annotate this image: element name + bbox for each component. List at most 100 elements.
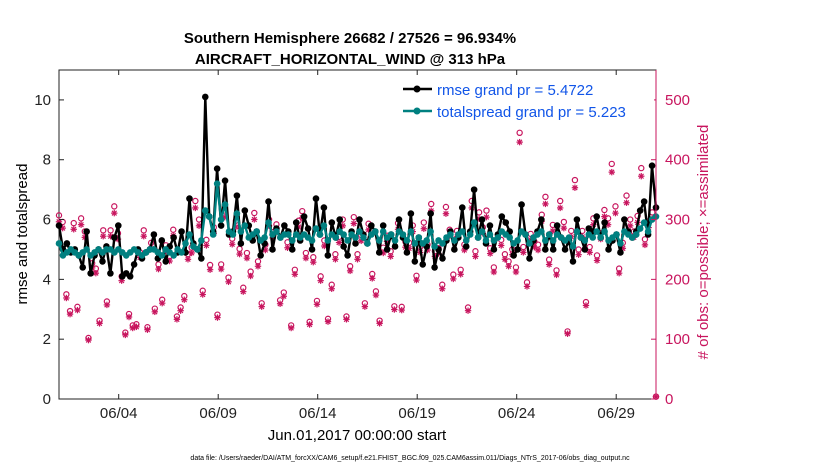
- series-point-rmse: [344, 252, 351, 259]
- obs-assimilated-marker: [324, 318, 332, 325]
- series-point-rmse: [221, 177, 229, 184]
- series-point-totalspread: [573, 228, 581, 235]
- series-point-rmse: [213, 165, 221, 172]
- y-left-tick-label: 10: [34, 92, 51, 109]
- series-point-rmse: [336, 216, 344, 223]
- obs-assimilated-marker: [516, 138, 523, 146]
- obs-assimilated-marker: [545, 261, 553, 268]
- series-point-rmse: [383, 246, 391, 253]
- obs-assimilated-marker: [317, 277, 324, 284]
- obs-possible-marker: [350, 213, 358, 221]
- obs-assimilated-marker: [225, 278, 232, 286]
- obs-possible-marker: [571, 176, 579, 184]
- obs-assimilated-marker: [306, 321, 313, 328]
- y-right-tick-label: 500: [665, 92, 690, 109]
- series-point-totalspread: [324, 237, 332, 244]
- series-point-rmse: [462, 243, 470, 250]
- obs-assimilated-marker: [310, 258, 317, 266]
- series-point-totalspread: [494, 234, 502, 241]
- obs-possible-marker: [604, 215, 612, 222]
- series-point-rmse: [126, 273, 134, 280]
- series-point-rmse: [541, 246, 549, 253]
- series-point-totalspread: [308, 237, 316, 244]
- obs-assimilated-marker: [372, 291, 380, 299]
- series-point-rmse: [130, 261, 138, 268]
- series-point-rmse: [63, 240, 71, 247]
- obs-assimilated-marker: [608, 168, 615, 176]
- series-point-rmse: [87, 270, 94, 277]
- series-point-rmse: [561, 246, 569, 253]
- series-point-rmse: [395, 216, 403, 223]
- series-point-rmse: [356, 216, 363, 223]
- obs-assimilated-marker: [151, 308, 159, 316]
- obs-assimilated-marker: [512, 268, 520, 276]
- series-point-rmse: [478, 216, 486, 223]
- series-point-rmse: [636, 207, 644, 214]
- obs-assimilated-marker: [247, 272, 254, 280]
- y-left-tick-label: 4: [43, 271, 51, 288]
- series-point-totalspread: [201, 207, 209, 214]
- series-point-rmse: [79, 264, 87, 271]
- series-point-totalspread: [545, 231, 553, 238]
- y-axis-right-label: # of obs: o=possible; ×=assimilated: [695, 125, 712, 360]
- obs-assimilated-marker: [133, 323, 140, 331]
- obs-possible-marker: [612, 203, 619, 210]
- obs-assimilated-marker: [369, 275, 376, 282]
- series-point-rmse: [107, 270, 114, 277]
- series-point-totalspread: [581, 237, 589, 244]
- obs-assimilated-marker: [111, 209, 118, 217]
- series-point-rmse: [498, 213, 506, 220]
- series-point-totalspread: [194, 246, 201, 253]
- legend-label-totalspread: totalspread grand pr = 5.223: [437, 104, 626, 121]
- obs-assimilated-marker: [638, 172, 645, 180]
- obs-assimilated-marker: [63, 294, 70, 302]
- obs-possible-marker: [428, 200, 435, 208]
- series-point-rmse: [170, 234, 177, 241]
- obs-assimilated-marker: [251, 216, 258, 223]
- obs-assimilated-marker: [615, 269, 623, 277]
- obs-assimilated-marker: [229, 241, 236, 248]
- obs-assimilated-marker: [586, 249, 593, 256]
- series-point-rmse: [601, 219, 608, 226]
- series-point-rmse: [288, 246, 296, 253]
- series-point-rmse: [150, 231, 158, 238]
- obs-assimilated-marker: [122, 331, 129, 339]
- series-point-totalspread: [241, 222, 249, 229]
- obs-possible-marker: [55, 212, 63, 219]
- series-point-totalspread: [415, 234, 423, 241]
- series-point-totalspread: [541, 237, 549, 244]
- obs-assimilated-marker: [276, 300, 284, 307]
- series-point-totalspread: [522, 231, 529, 238]
- obs-assimilated-marker: [472, 253, 479, 260]
- series-point-rmse: [411, 258, 419, 265]
- obs-assimilated-marker: [85, 336, 92, 344]
- x-tick-label: 06/29: [597, 405, 635, 422]
- obs-assimilated-marker: [457, 271, 464, 278]
- obs-assimilated-marker: [391, 306, 398, 313]
- chart-title-line1: Southern Hemisphere 26682 / 27526 = 96.9…: [184, 30, 516, 47]
- series-point-rmse: [549, 246, 557, 253]
- y-right-tick-label: 200: [665, 271, 690, 288]
- y-axis-right: 0 100 200 300 400 500: [651, 70, 690, 408]
- series-point-totalspread: [470, 219, 478, 226]
- obs-assimilated-marker: [125, 313, 133, 321]
- series-point-rmse: [328, 219, 336, 226]
- obs-possible-marker: [516, 129, 523, 137]
- series-point-rmse: [292, 219, 300, 226]
- series-point-rmse: [379, 222, 387, 229]
- obs-assimilated-marker: [236, 250, 243, 258]
- series-point-totalspread: [439, 240, 446, 247]
- series-point-rmse: [391, 243, 399, 250]
- series-point-rmse: [648, 162, 656, 170]
- series-point-rmse: [115, 222, 122, 229]
- obs-assimilated-marker: [335, 239, 343, 246]
- series-point-rmse: [158, 237, 166, 244]
- obs-assimilated-marker: [77, 221, 85, 228]
- obs-assimilated-marker: [70, 226, 77, 233]
- obs-assimilated-marker: [490, 268, 498, 276]
- series-point-rmse: [308, 246, 316, 253]
- series-point-rmse: [269, 246, 276, 253]
- series-point-rmse: [368, 222, 375, 229]
- obs-assimilated-marker: [564, 330, 571, 337]
- y-right-tick-label: 300: [665, 212, 690, 229]
